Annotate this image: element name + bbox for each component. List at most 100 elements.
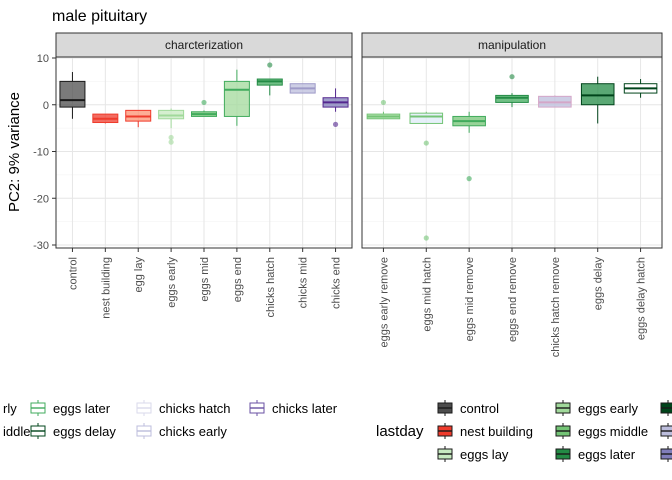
box-eggs-delay: eggs delay (580, 76, 615, 311)
x-tick-label: eggs end (232, 257, 244, 302)
x-tick-label: chicks mid (298, 257, 310, 308)
legend-key (437, 423, 453, 439)
box-nest-building: nest building (92, 113, 119, 319)
box-eggs-mid: eggs mid (191, 99, 217, 302)
legend-left-entry: eggs later (30, 400, 111, 416)
outlier-point (423, 140, 429, 146)
legend-right-label: eggs early (578, 401, 638, 416)
box-eggs-end: eggs end (223, 69, 250, 302)
legend-left-label: eggs delay (53, 424, 116, 439)
facet-panel-1: manipulation eggs early remove eggs mid ha… (361, 32, 663, 357)
y-tick-label: -30 (33, 240, 49, 252)
y-tick-label: 10 (37, 53, 49, 65)
legend-right-title: lastday (376, 423, 424, 440)
box-body (59, 80, 86, 108)
box-egg-lay: egg lay (125, 109, 152, 293)
outlier-point (423, 235, 429, 241)
legend-left-entry: chicks later (249, 400, 338, 416)
legend-left-label: chicks later (272, 401, 338, 416)
outlier-point (466, 176, 472, 182)
x-tick-label: control (67, 257, 79, 290)
legend-right-entry: nest building (437, 423, 533, 439)
legend-right-entry: eggs early (555, 400, 638, 416)
x-tick-label: chicks hatch remove (550, 257, 562, 357)
box-eggs-end-remove: eggs end remove (495, 74, 529, 342)
legend-left-label: rly (3, 401, 17, 416)
x-tick-label: egg lay (133, 257, 145, 293)
x-tick-label: eggs early (166, 257, 178, 308)
box-eggs-mid-hatch: eggs mid hatch (409, 111, 444, 332)
outlier-point (509, 74, 515, 80)
legend-left-label: eggs later (53, 401, 111, 416)
legend-right-entry: control (437, 400, 499, 416)
x-tick-label: eggs early remove (378, 257, 390, 348)
legend-right-label: eggs later (578, 447, 636, 462)
legend-left-label: chicks hatch (159, 401, 231, 416)
box-chicks-hatch-remove: chicks hatch remove (538, 95, 572, 357)
x-tick-label: eggs mid (199, 257, 211, 302)
facet-strip-label: manipulation (478, 38, 546, 52)
legend-left-entry: iddle (3, 424, 30, 439)
legend-key (30, 400, 46, 416)
x-tick-label: eggs delay (593, 257, 605, 311)
legend-left-entry: chicks early (136, 423, 227, 439)
y-tick-label: -20 (33, 193, 49, 205)
facet-panel-0: charcterization control nest building egg l… (55, 32, 353, 319)
legend-key (249, 400, 265, 416)
legend-right-entry: eggs later (555, 446, 636, 462)
legend-key (437, 400, 453, 416)
box-chicks-end: chicks end (322, 88, 349, 309)
box-control: control (59, 72, 86, 290)
x-tick-label: eggs end remove (507, 257, 519, 342)
legend-right-label: eggs middle (578, 424, 648, 439)
outlier-point (168, 139, 174, 145)
legend-right-entry (660, 423, 672, 439)
legend-right-entry (660, 446, 672, 462)
x-tick-label: chicks hatch (265, 257, 277, 318)
legend-right: lastday control nest building eggs lay eggs … (376, 400, 672, 462)
outlier-point (332, 121, 339, 127)
legend-right-entry (660, 400, 672, 416)
box-body (409, 112, 444, 124)
panel-border (361, 56, 663, 249)
box-eggs-mid-remove: eggs mid remove (452, 111, 486, 341)
box-eggs-delay-hatch: eggs delay hatch (623, 79, 658, 340)
legend-left-entry: chicks hatch (136, 400, 231, 416)
box-chicks-hatch: chicks hatch (256, 62, 283, 318)
legend-left-label: iddle (3, 424, 30, 439)
x-tick-label: eggs mid remove (464, 257, 476, 341)
box-body (495, 94, 529, 103)
legend-key (30, 423, 46, 439)
outlier-point (267, 62, 273, 68)
legend-left-entry: eggs delay (30, 423, 116, 439)
legend-key (437, 446, 453, 462)
facet-strip-label: charcterization (165, 38, 243, 52)
legend-key (555, 423, 571, 439)
legend-right-entry: eggs middle (555, 423, 648, 439)
y-axis: 10 0 -10 -20 -30 (33, 53, 56, 252)
legend-left-label: chicks early (159, 424, 227, 439)
legend-key (555, 446, 571, 462)
chart-title: male pituitary (52, 8, 147, 25)
box-eggs-early-remove: eggs early remove (366, 99, 401, 348)
outlier-point (201, 99, 207, 106)
y-tick-label: -10 (33, 147, 49, 159)
legend-left: rly iddle eggs later eggs delay chicks hatch… (3, 400, 338, 439)
x-tick-label: chicks end (331, 257, 343, 309)
box-body (580, 83, 615, 106)
facet-strip (55, 32, 353, 58)
outlier-point (380, 99, 387, 106)
box-body (223, 80, 250, 117)
legend-key (136, 423, 152, 439)
legend-right-label: eggs lay (460, 447, 509, 462)
legend-key (660, 400, 672, 416)
facets: charcterization control nest building egg l… (33, 32, 663, 357)
legend-key (660, 423, 672, 439)
legend-key (136, 400, 152, 416)
y-tick-label: 0 (43, 100, 49, 112)
legend-key (660, 446, 672, 462)
legend-right-label: nest building (460, 424, 533, 439)
legend-right-label: control (460, 401, 499, 416)
x-tick-label: eggs delay hatch (636, 257, 648, 340)
